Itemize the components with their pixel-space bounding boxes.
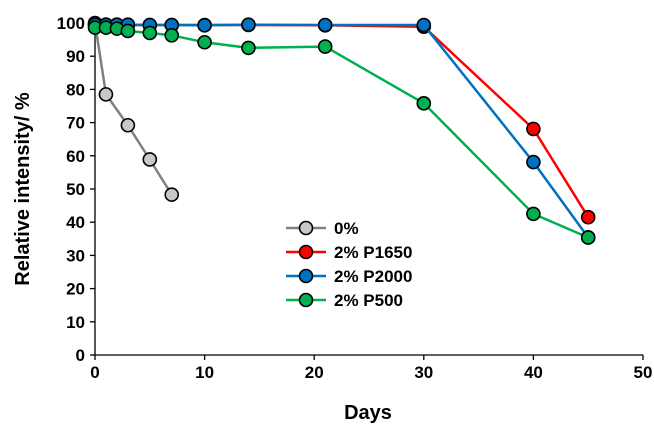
legend-label: 2% P2000 [334, 267, 412, 286]
y-tick-label: 80 [66, 80, 85, 99]
legend-item: 0% [286, 219, 359, 238]
plot-area [87, 15, 596, 245]
data-point [241, 40, 256, 56]
legend-item: 2% P500 [286, 291, 403, 310]
y-tick-label: 70 [66, 114, 85, 133]
x-tick-label: 10 [195, 363, 214, 382]
y-tick-label: 50 [66, 180, 85, 199]
data-point [197, 18, 212, 33]
legend-label: 2% P1650 [334, 243, 412, 262]
data-point [164, 27, 180, 43]
data-point [142, 152, 158, 167]
x-tick-label: 0 [90, 363, 99, 382]
x-tick-label: 30 [414, 363, 433, 382]
data-point [580, 209, 596, 225]
x-tick-label: 50 [634, 363, 653, 382]
legend-marker [298, 220, 314, 236]
data-point [416, 17, 432, 33]
series-2-p1650 [87, 17, 596, 225]
legend-item: 2% P1650 [286, 243, 412, 262]
y-tick-label: 10 [66, 313, 85, 332]
x-axis-ticks: 0 10 20 30 40 50 [90, 355, 652, 382]
legend-label: 2% P500 [334, 291, 403, 310]
series-line [95, 26, 589, 239]
y-tick-label: 90 [66, 47, 85, 66]
legend-label: 0% [334, 219, 359, 238]
series-2-p500 [87, 20, 596, 245]
data-point [241, 17, 256, 32]
y-tick-label: 100 [57, 14, 85, 33]
legend: 0% 2% P1650 2% P2000 2% P500 [286, 219, 412, 310]
data-point [526, 121, 541, 137]
data-point [526, 154, 541, 170]
y-axis-title: Relative intensity/ % [12, 92, 34, 286]
data-point [197, 34, 212, 50]
series-0- [87, 15, 180, 202]
data-point [142, 25, 158, 41]
data-point [526, 206, 541, 222]
y-axis-ticks: 0 10 20 30 40 50 60 70 80 90 100 [57, 14, 95, 365]
legend-marker [298, 268, 314, 284]
data-point [120, 23, 136, 39]
data-point [317, 39, 333, 54]
data-point [317, 17, 333, 33]
legend-marker [298, 244, 314, 260]
legend-marker [298, 292, 314, 308]
x-axis-title: Days [344, 402, 392, 424]
y-tick-label: 30 [66, 246, 85, 265]
data-point [98, 87, 114, 102]
legend-item: 2% P2000 [286, 267, 412, 286]
y-tick-label: 60 [66, 147, 85, 166]
series-line [93, 22, 173, 196]
y-tick-label: 0 [76, 346, 85, 365]
data-point [416, 96, 432, 111]
data-point [120, 117, 136, 133]
series-2-p2000 [87, 17, 596, 245]
y-tick-label: 40 [66, 213, 85, 232]
x-tick-label: 40 [524, 363, 543, 382]
x-tick-label: 20 [305, 363, 324, 382]
y-tick-label: 20 [66, 280, 85, 299]
data-point [580, 230, 596, 245]
data-point [164, 187, 180, 202]
